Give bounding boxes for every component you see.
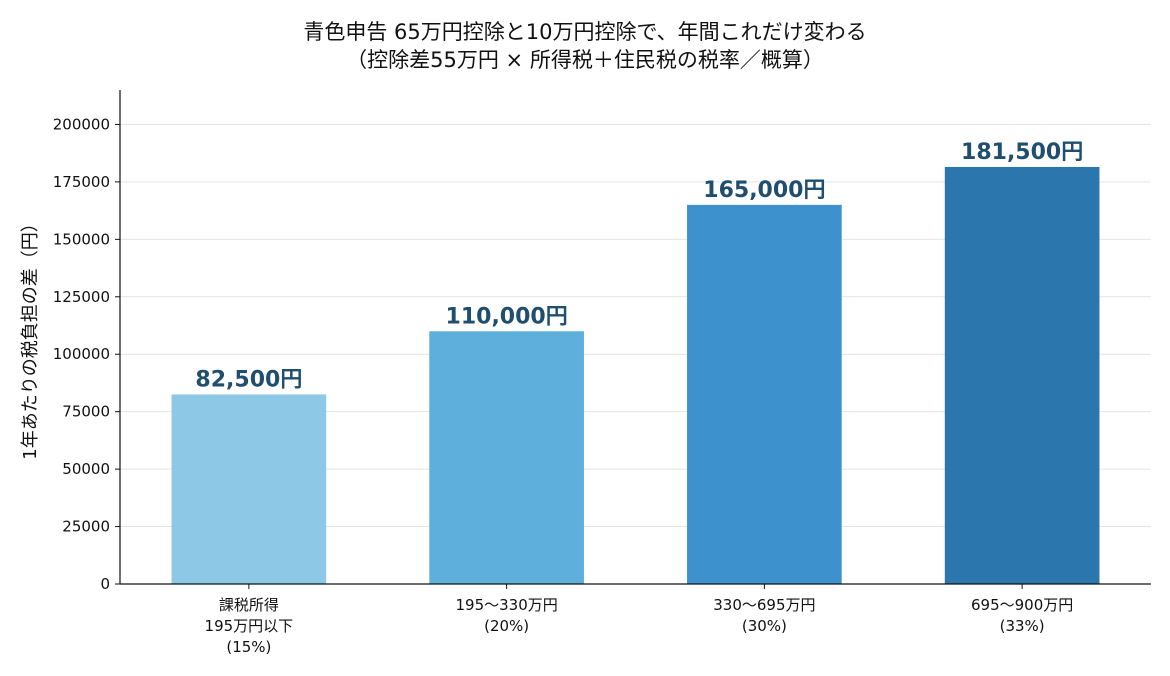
y-tick-label: 200000 — [53, 115, 110, 133]
y-tick-label: 175000 — [53, 173, 110, 191]
x-tick-label: (15%) — [226, 638, 271, 656]
y-axis-label: 1年あたりの税負担の差（円） — [20, 214, 41, 459]
x-tick-label: 195〜330万円 — [455, 596, 557, 614]
data-label: 110,000円 — [446, 304, 568, 329]
y-tick-label: 75000 — [62, 403, 110, 421]
bar — [171, 394, 327, 584]
x-tick-label: 課税所得 — [219, 596, 279, 614]
y-tick-label: 125000 — [53, 288, 110, 306]
data-label: 181,500円 — [961, 140, 1083, 165]
y-tick-label: 100000 — [53, 345, 110, 363]
data-label: 82,500円 — [195, 367, 302, 392]
chart-title-line-2: （控除差55万円 × 所得税＋住民税の税率／概算） — [346, 48, 824, 72]
chart-title-line-1: 青色申告 65万円控除と10万円控除で、年間これだけ変わる — [303, 20, 867, 44]
y-tick-label: 0 — [100, 575, 110, 593]
y-tick-label: 25000 — [62, 518, 110, 536]
x-tick-label: (30%) — [742, 617, 787, 635]
y-tick-label: 50000 — [62, 460, 110, 478]
bar — [429, 331, 584, 584]
x-tick-label: 195万円以下 — [205, 617, 294, 635]
bar — [687, 204, 842, 584]
x-tick-label: (33%) — [1000, 617, 1045, 635]
data-label: 165,000円 — [703, 178, 825, 203]
x-tick-label: 330〜695万円 — [713, 596, 815, 614]
x-tick-label: (20%) — [484, 617, 529, 635]
y-tick-label: 150000 — [53, 230, 110, 248]
bar — [944, 166, 1100, 584]
x-tick-label: 695〜900万円 — [971, 596, 1073, 614]
